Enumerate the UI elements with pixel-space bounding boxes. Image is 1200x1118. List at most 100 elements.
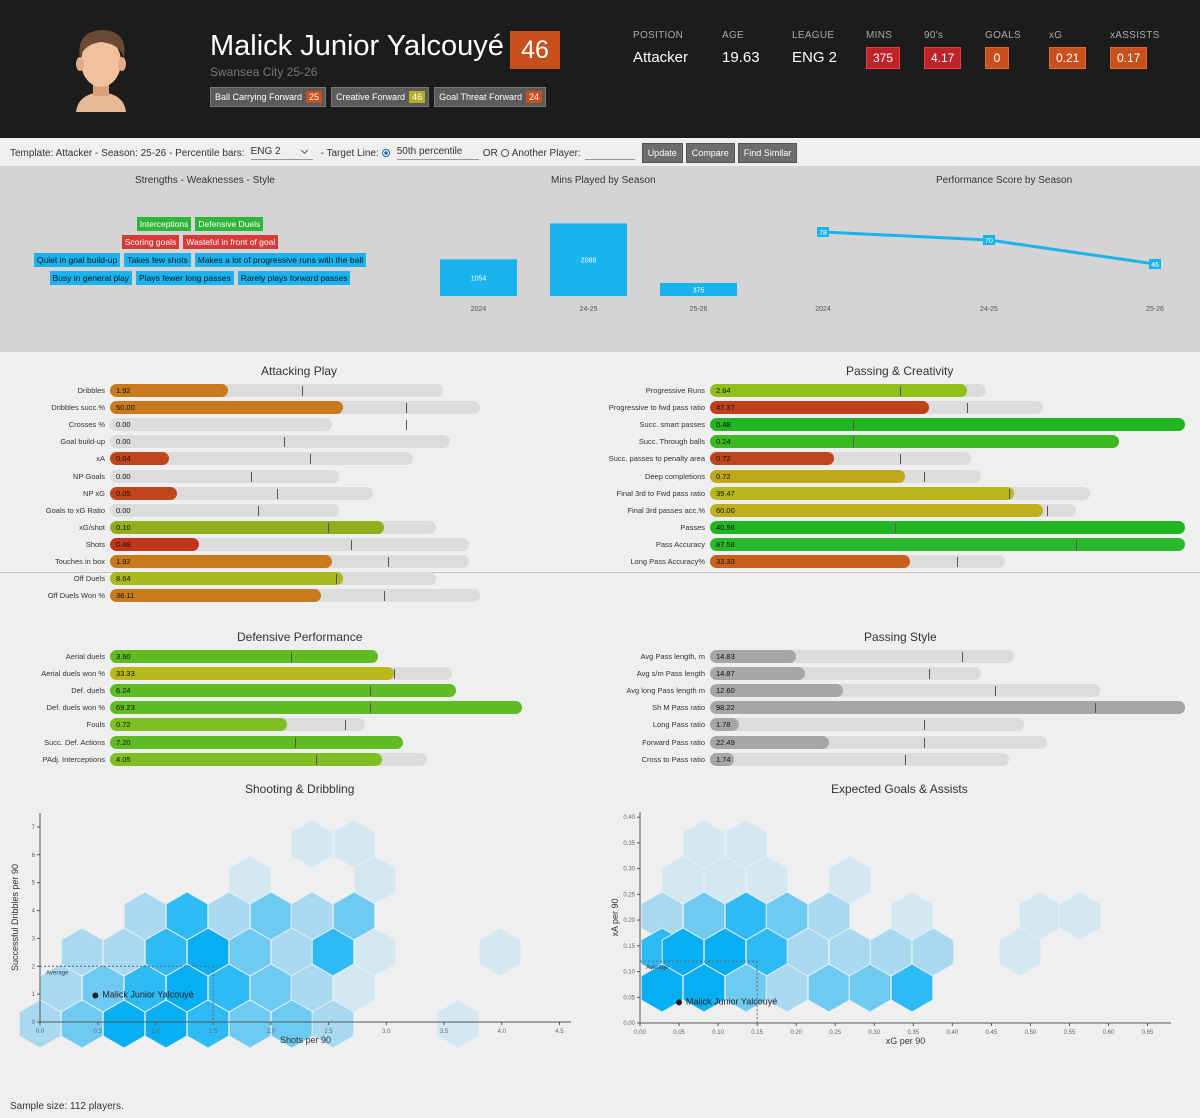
bar-value: 87.58 — [716, 539, 735, 549]
passing-creativity-title: Passing & Creativity — [846, 364, 954, 378]
bar-fill — [710, 469, 905, 483]
passing-style-title: Passing Style — [864, 630, 937, 644]
y-tick-label: 0 — [32, 1020, 36, 1026]
sw-tag: Busy in general play — [49, 271, 133, 285]
hexbin-density — [640, 819, 1102, 1013]
mins-bar — [550, 223, 627, 296]
sw-tag: Interceptions — [136, 217, 192, 231]
x-tick-label: 4.5 — [555, 1029, 564, 1035]
y-tick-label: 6 — [32, 853, 36, 859]
bar-fill — [110, 486, 177, 500]
stat-goals: GOALS 0 — [985, 30, 1021, 69]
x-tick-label: 0.20 — [790, 1030, 802, 1036]
bar-fill — [110, 684, 457, 698]
another-player-input[interactable] — [584, 146, 635, 160]
percentile-input[interactable]: 50th percentile — [396, 146, 479, 160]
bar-label: Aerial duels — [65, 652, 105, 661]
x-tick-label: 0.35 — [907, 1030, 919, 1036]
stat-value: 4.17 — [924, 47, 962, 69]
stat-position: POSITION Attacker — [633, 30, 688, 66]
hexbin-cell — [1058, 891, 1102, 941]
role-tags: Ball Carrying Forward 25 Creative Forward 4… — [210, 87, 546, 107]
target-line-mark — [923, 737, 925, 748]
bar-fill — [710, 684, 843, 698]
target-line-mark — [1075, 539, 1077, 550]
percentile-radio[interactable] — [381, 149, 390, 157]
find-similar-button[interactable]: Find Similar — [737, 143, 798, 163]
bar-fill — [710, 650, 796, 663]
x-tick-label: 0.5 — [94, 1029, 103, 1035]
bar-row: Def. duels won % 69.23 — [0, 701, 522, 715]
hexbin-cell — [290, 819, 334, 869]
bar-fill — [110, 555, 332, 568]
y-tick-label: 3 — [32, 936, 36, 942]
y-tick-label: 1 — [32, 992, 36, 998]
bar-fill — [710, 701, 1185, 715]
bar-row: Progressive to fwd pass ratio 47.37 — [595, 401, 1185, 415]
bar-value: 7.20 — [116, 737, 131, 747]
compare-button[interactable]: Compare — [685, 143, 735, 163]
bar-row: Def. duels 6.24 — [0, 684, 522, 698]
x-tick-label: 0.15 — [751, 1030, 763, 1036]
bar-track — [110, 503, 340, 517]
bar-value: 0.10 — [116, 522, 131, 532]
bar-label: Fouls — [86, 720, 105, 730]
target-line-mark — [1009, 488, 1011, 499]
club-season: Swansea City 25-26 — [210, 65, 318, 79]
stat-age: AGE 19.63 — [722, 30, 760, 66]
bar-row: NP xG 0.05 — [0, 486, 480, 501]
stat-label: MINS — [866, 30, 893, 41]
bar-row: Goals to xG Ratio 0.00 — [0, 503, 480, 518]
bar-label: Aerial duels won % — [41, 669, 105, 679]
performance-point — [983, 235, 995, 245]
target-line-mark — [383, 591, 385, 602]
xg-xa-title: Expected Goals & Assists — [831, 782, 968, 796]
another-player-radio[interactable] — [500, 149, 509, 157]
bar-label: Succ. smart passes — [639, 420, 705, 430]
sw-tag: Rarely plays forward passes — [237, 271, 351, 285]
bar-fill — [110, 701, 522, 715]
bar-value: 0.48 — [716, 420, 731, 430]
target-line-mark — [283, 437, 285, 448]
x-tick-label: 1.5 — [209, 1029, 218, 1035]
defensive-performance-title: Defensive Performance — [237, 630, 363, 644]
role-tag: Creative Forward 46 — [331, 87, 430, 107]
mins-bar-label: 375 — [693, 287, 705, 294]
strengths-weaknesses-tags: Interceptions Defensive Duels Scoring goal… — [20, 217, 380, 289]
bar-row: Deep completions 0.72 — [595, 469, 1185, 484]
target-line-mark — [250, 471, 252, 482]
bar-row: Avg long Pass length m 12.60 — [595, 684, 1185, 698]
target-line-mark — [258, 505, 259, 516]
stat-value: 0.17 — [1110, 47, 1148, 69]
bar-fill — [710, 503, 1043, 517]
bar-fill — [710, 555, 910, 568]
target-line-mark — [369, 686, 371, 697]
y-tick-label: 0.00 — [623, 1021, 635, 1027]
player-header: Malick Junior Yalcouyé 46 Swansea City 2… — [0, 0, 1200, 138]
league-select[interactable]: ENG 2 — [250, 146, 313, 160]
bar-value: 39.47 — [716, 488, 735, 498]
update-button[interactable]: Update — [641, 143, 683, 163]
target-line-mark — [852, 420, 854, 431]
bar-value: 36.11 — [116, 591, 135, 601]
target-line-mark — [369, 703, 371, 714]
bar-fill — [710, 486, 1014, 500]
sw-row: Interceptions Defensive Duels — [20, 217, 380, 231]
x-tick-label: 0.0 — [36, 1029, 45, 1035]
expected-goals-assists-chart: 0.00 0.05 0.10 0.15 0.20 0.25 0.30 0.35 0.40 0.45… — [610, 812, 1171, 1046]
mins-season-tick: 2024 — [471, 306, 487, 313]
bar-value: 1.92 — [116, 386, 131, 395]
x-tick-label: 3.0 — [382, 1029, 391, 1035]
bar-value: 12.60 — [716, 686, 735, 696]
bar-label: Forward Pass ratio — [642, 737, 705, 747]
bar-track — [110, 537, 469, 551]
x-tick-label: 0.25 — [829, 1030, 841, 1036]
bar-row: Dribbles 1.92 — [0, 384, 480, 398]
bar-fill — [110, 572, 344, 586]
bar-value: 0.24 — [716, 437, 731, 447]
bar-fill — [710, 384, 967, 397]
x-tick-label: 2.0 — [267, 1029, 276, 1035]
bar-value: 1.78 — [716, 720, 731, 730]
hexbin-cell — [436, 999, 480, 1049]
bar-label: NP Goals — [73, 471, 105, 481]
